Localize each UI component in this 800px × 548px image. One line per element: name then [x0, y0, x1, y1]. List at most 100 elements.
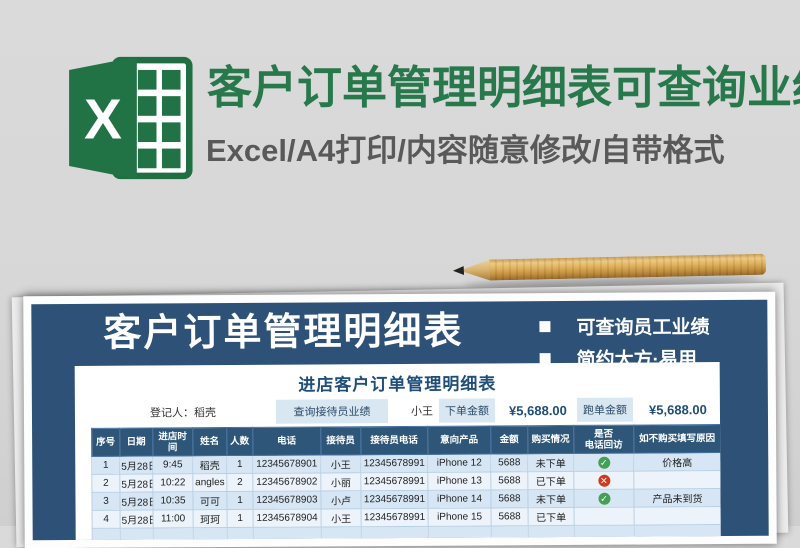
- table-cell[interactable]: angles: [192, 473, 227, 492]
- query-attendant-value[interactable]: 小王: [410, 405, 433, 418]
- column-header: 购买情况: [527, 425, 574, 454]
- table-cell[interactable]: [528, 525, 575, 540]
- table-cell[interactable]: 1: [226, 455, 253, 474]
- table-cell[interactable]: [227, 527, 254, 540]
- table-cell[interactable]: [634, 524, 721, 540]
- table-cell[interactable]: [491, 525, 529, 540]
- column-header: 人数: [226, 427, 253, 456]
- table-cell[interactable]: [92, 528, 121, 540]
- table-cell[interactable]: 5688: [490, 471, 528, 490]
- table-cell[interactable]: [574, 507, 635, 526]
- panel-title: 客户订单管理明细表: [103, 310, 464, 355]
- pencil-lead-tip: [453, 266, 464, 275]
- table-header-row: 序号 日期 进店时间 姓名 人数 电话 接待员 接待员电话 意向产品 金额 购买情况 是否 电话回访如…: [91, 424, 721, 457]
- feature-text: 可查询员工业绩: [576, 317, 710, 339]
- table-cell[interactable]: 1: [227, 509, 254, 528]
- table-cell[interactable]: [574, 525, 635, 540]
- lost-amount-label: 跑单金额: [576, 397, 634, 422]
- table-cell[interactable]: 未下单: [527, 489, 575, 508]
- query-attendant-button[interactable]: 查询接待员业绩: [275, 399, 389, 424]
- callback-done-check-icon: ✓: [597, 492, 611, 505]
- table-cell[interactable]: 12345678902: [252, 472, 321, 492]
- table-cell[interactable]: ✓: [573, 489, 635, 508]
- column-header: 如不购买填写原因: [633, 424, 721, 454]
- table-cell[interactable]: 2: [226, 473, 253, 492]
- table-body: 1 5月28日 9:45 稻壳 1 12345678901 小王 12345678991 iPh…: [91, 452, 721, 540]
- table-cell[interactable]: iPhone 13: [427, 471, 491, 491]
- table-cell[interactable]: [634, 506, 721, 526]
- table-cell[interactable]: 稻壳: [192, 455, 227, 474]
- column-header: 接待员: [320, 426, 361, 455]
- bullet-square-icon: [539, 321, 551, 333]
- column-header: 金额: [490, 425, 528, 454]
- table-cell[interactable]: 3: [91, 492, 121, 511]
- column-header: 序号: [91, 428, 120, 457]
- excel-logo-icon: X: [56, 50, 198, 186]
- table-cell[interactable]: 10:35: [152, 491, 194, 511]
- table-cell[interactable]: 小王: [320, 454, 361, 473]
- table-cell[interactable]: iPhone 15: [428, 507, 492, 527]
- table-cell[interactable]: 12345678903: [252, 490, 322, 510]
- column-header: 日期: [119, 428, 153, 457]
- preview-card: 客户订单管理明细表 可查询员工业绩 简约大方·易用 进店客户订单管理明细表 登记…: [23, 291, 777, 548]
- table-cell[interactable]: 产品未到货: [633, 488, 721, 508]
- lost-amount-value: ¥5,688.00: [648, 401, 707, 417]
- table-cell[interactable]: iPhone 12: [427, 453, 491, 473]
- table-cell[interactable]: [153, 527, 194, 540]
- table-cell[interactable]: 1: [91, 456, 120, 475]
- table-cell[interactable]: 已下单: [527, 471, 574, 490]
- callback-done-check-icon: ✓: [597, 456, 610, 469]
- banner-title: 客户订单管理明细表可查询业绩: [207, 62, 800, 113]
- table-cell[interactable]: 2: [91, 474, 120, 493]
- table-cell[interactable]: 可可: [192, 491, 228, 510]
- table-cell[interactable]: 未下单: [527, 453, 574, 472]
- table-cell[interactable]: 12345678904: [253, 508, 322, 528]
- table-cell[interactable]: 价格高: [633, 452, 721, 472]
- table-cell[interactable]: 5688: [491, 507, 529, 526]
- table-cell[interactable]: ✕: [573, 471, 634, 490]
- table-cell[interactable]: [321, 526, 362, 540]
- table-cell[interactable]: ✓: [573, 453, 634, 472]
- table-cell[interactable]: 5月28日: [119, 492, 154, 511]
- table-cell[interactable]: 10:22: [152, 473, 193, 493]
- table-cell[interactable]: 12345678991: [360, 490, 429, 509]
- table-cell[interactable]: [428, 525, 492, 540]
- table-cell[interactable]: 12345678991: [360, 454, 428, 473]
- table-cell[interactable]: [633, 470, 721, 490]
- order-amount-label: 下单金额: [438, 398, 496, 423]
- table-cell[interactable]: 12345678991: [361, 508, 429, 527]
- table-cell[interactable]: [193, 527, 228, 540]
- table-cell[interactable]: [120, 528, 154, 540]
- column-header: 意向产品: [427, 425, 491, 455]
- table-cell[interactable]: 9:45: [152, 455, 193, 475]
- table-cell[interactable]: [361, 526, 429, 540]
- table-cell[interactable]: 小卢: [320, 490, 362, 509]
- table-cell[interactable]: 1: [226, 491, 254, 510]
- table-cell[interactable]: 5月28日: [119, 474, 153, 493]
- table-cell[interactable]: 5月28日: [119, 456, 153, 475]
- table-cell[interactable]: [253, 526, 322, 540]
- column-header: 姓名: [192, 427, 227, 456]
- table-cell[interactable]: 珂珂: [193, 509, 228, 528]
- table-cell[interactable]: iPhone 14: [427, 489, 492, 509]
- pencil-wood-tip: [460, 259, 490, 281]
- feature-text: 简约大方·易用: [576, 349, 698, 371]
- table-cell[interactable]: 11:00: [153, 509, 194, 529]
- feature-bullet-row: 简约大方·易用: [539, 344, 710, 372]
- column-header: 接待员电话: [360, 426, 428, 455]
- column-header: 是否 电话回访: [573, 425, 634, 454]
- table-cell[interactable]: 5688: [490, 453, 528, 472]
- feature-bullet-row: 可查询员工业绩: [539, 312, 710, 340]
- table-cell[interactable]: 小丽: [320, 472, 361, 491]
- table-cell[interactable]: 12345678991: [360, 472, 428, 491]
- spreadsheet-area: 进店客户订单管理明细表 登记人：稻壳 查询接待员业绩 小王 下单金额 ¥5,68…: [74, 362, 721, 540]
- table-cell[interactable]: 5月28日: [120, 510, 154, 529]
- order-amount-value: ¥5,688.00: [508, 402, 567, 418]
- column-header: 电话: [252, 426, 321, 456]
- feature-bullets: 可查询员工业绩 简约大方·易用: [539, 312, 710, 377]
- table-cell[interactable]: 12345678901: [252, 454, 321, 474]
- table-cell[interactable]: 已下单: [528, 507, 575, 526]
- table-cell[interactable]: 小王: [321, 508, 362, 527]
- query-row: 登记人：稻壳 查询接待员业绩 小王 下单金额 ¥5,688.00 跑单金额 ¥5…: [75, 397, 720, 424]
- table-cell[interactable]: 5688: [490, 489, 529, 508]
